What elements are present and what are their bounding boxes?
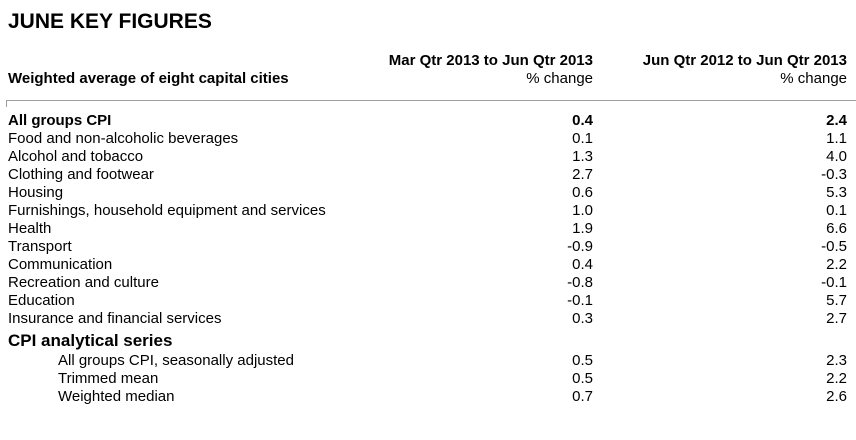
row-label: Health: [8, 220, 52, 237]
table-row: Education -0.1 5.7: [8, 292, 847, 310]
page-title: JUNE KEY FIGURES: [8, 10, 212, 33]
row-label: Furnishings, household equipment and ser…: [8, 202, 326, 219]
row-quarterly-value: -0.8: [567, 274, 593, 291]
row-label: Transport: [8, 238, 72, 255]
row-annual-value: -0.1: [821, 274, 847, 291]
table-row: Housing 0.6 5.3: [8, 184, 847, 202]
row-label: All groups CPI, seasonally adjusted: [58, 352, 294, 369]
row-quarterly-value: 0.7: [572, 388, 593, 405]
table-header: Weighted average of eight capital cities…: [0, 52, 856, 88]
row-quarterly-value: 0.5: [572, 352, 593, 369]
row-annual-value: 2.7: [826, 310, 847, 327]
table-row: Clothing and footwear 2.7 -0.3: [8, 166, 847, 184]
row-label: All groups CPI: [8, 112, 112, 129]
row-quarterly-value: 0.5: [572, 370, 593, 387]
table-row: Communication 0.4 2.2: [8, 256, 847, 274]
table-row: CPI analytical series: [8, 330, 847, 352]
row-annual-value: 5.3: [826, 184, 847, 201]
row-annual-value: 1.1: [826, 130, 847, 147]
row-annual-value: 2.2: [826, 256, 847, 273]
table-row: Recreation and culture -0.8 -0.1: [8, 274, 847, 292]
row-label: Food and non-alcoholic beverages: [8, 130, 239, 147]
table-top-rule: [6, 100, 856, 107]
row-annual-value: 2.3: [826, 352, 847, 369]
row-annual-value: -0.3: [821, 166, 847, 183]
row-label: CPI analytical series: [8, 331, 173, 350]
row-annual-value: 2.2: [826, 370, 847, 387]
row-annual-value: 6.6: [826, 220, 847, 237]
row-annual-value: 2.6: [826, 388, 847, 405]
table-row: Weighted median 0.7 2.6: [8, 388, 847, 406]
quarterly-unit-label: % change: [526, 70, 593, 87]
table-row: Furnishings, household equipment and ser…: [8, 202, 847, 220]
table-row: Food and non-alcoholic beverages 0.1 1.1: [8, 130, 847, 148]
row-quarterly-value: -0.1: [567, 292, 593, 309]
table-row: All groups CPI 0.4 2.4: [8, 112, 847, 130]
row-label: Education: [8, 292, 75, 309]
row-quarterly-value: 2.7: [572, 166, 593, 183]
stub-column-header: Weighted average of eight capital cities: [8, 70, 289, 87]
row-quarterly-value: 1.0: [572, 202, 593, 219]
table-row: Insurance and financial services 0.3 2.7: [8, 310, 847, 328]
row-label: Clothing and footwear: [8, 166, 154, 183]
table-row: All groups CPI, seasonally adjusted 0.5 …: [8, 352, 847, 370]
table-row: Health 1.9 6.6: [8, 220, 847, 238]
row-label: Communication: [8, 256, 113, 273]
table-row: Alcohol and tobacco 1.3 4.0: [8, 148, 847, 166]
row-quarterly-value: -0.9: [567, 238, 593, 255]
row-label: Alcohol and tobacco: [8, 148, 144, 165]
row-label: Housing: [8, 184, 64, 201]
row-annual-value: 4.0: [826, 148, 847, 165]
row-quarterly-value: 1.9: [572, 220, 593, 237]
row-label: Recreation and culture: [8, 274, 159, 291]
row-quarterly-value: 0.1: [572, 130, 593, 147]
row-quarterly-value: 0.6: [572, 184, 593, 201]
row-quarterly-value: 0.4: [572, 112, 593, 129]
table-body: All groups CPI 0.4 2.4 Food and non-alco…: [0, 112, 856, 406]
table-row: Trimmed mean 0.5 2.2: [8, 370, 847, 388]
row-annual-value: 5.7: [826, 292, 847, 309]
row-annual-value: 2.4: [826, 112, 847, 129]
row-quarterly-value: 0.4: [572, 256, 593, 273]
annual-period-label: Jun Qtr 2012 to Jun Qtr 2013: [642, 52, 847, 69]
row-quarterly-value: 0.3: [572, 310, 593, 327]
row-label: Insurance and financial services: [8, 310, 222, 327]
row-annual-value: 0.1: [826, 202, 847, 219]
column-header-annual-change: Jun Qtr 2012 to Jun Qtr 2013 % change: [593, 52, 847, 88]
row-label: Trimmed mean: [58, 370, 159, 387]
row-label: Weighted median: [58, 388, 175, 405]
table-row: Transport -0.9 -0.5: [8, 238, 847, 256]
quarterly-period-label: Mar Qtr 2013 to Jun Qtr 2013: [388, 52, 593, 69]
column-header-quarterly-change: Mar Qtr 2013 to Jun Qtr 2013 % change: [365, 52, 593, 88]
row-annual-value: -0.5: [821, 238, 847, 255]
row-quarterly-value: 1.3: [572, 148, 593, 165]
annual-unit-label: % change: [780, 70, 847, 87]
